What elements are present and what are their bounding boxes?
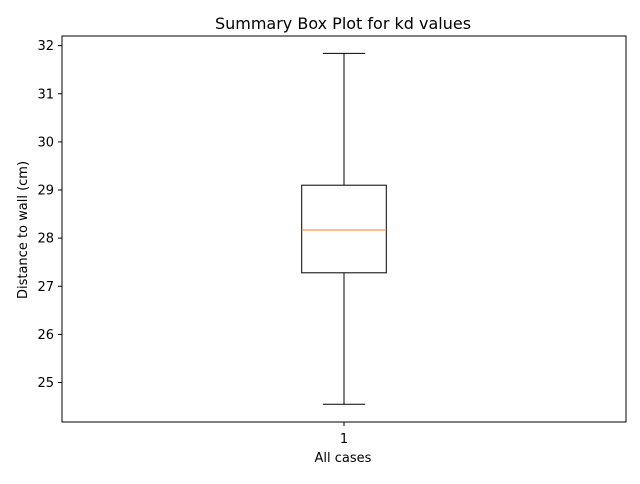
x-tick-label: 1 xyxy=(340,432,348,447)
x-axis-label: All cases xyxy=(315,451,372,466)
y-tick-label: 32 xyxy=(37,39,54,54)
y-tick-label: 31 xyxy=(37,87,54,102)
interquartile-box xyxy=(301,184,387,274)
box-plot-elements xyxy=(301,52,387,405)
y-tick-label: 25 xyxy=(37,376,54,391)
y-tick-label: 29 xyxy=(37,184,54,199)
y-tick-label: 30 xyxy=(37,135,54,150)
y-tick-label: 27 xyxy=(37,280,54,295)
y-tick-label: 28 xyxy=(37,232,54,247)
plot-area-frame xyxy=(61,35,627,423)
y-axis-ticks: 25 26 27 28 29 30 31 32 xyxy=(37,39,62,391)
chart-title: Summary Box Plot for kd values xyxy=(215,14,471,33)
x-axis-ticks: 1 xyxy=(340,422,348,447)
y-tick-label: 26 xyxy=(37,328,54,343)
y-axis-label: Distance to wall (cm) xyxy=(16,161,31,299)
